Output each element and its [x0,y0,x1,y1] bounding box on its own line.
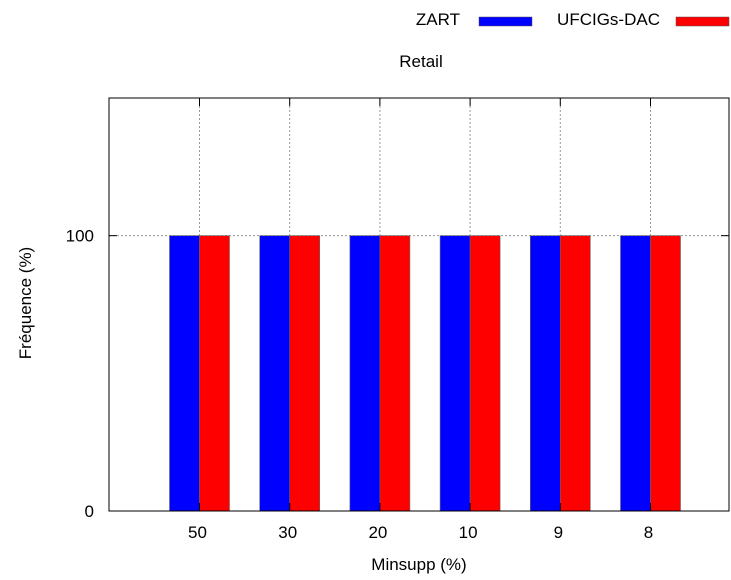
bar-zart-10 [439,235,471,512]
y-tick-label: 100 [66,227,94,246]
bar-ufcigs-dac-50 [199,235,230,512]
x-tick-label: 10 [459,523,478,542]
y-axis-label: Fréquence (%) [16,247,35,359]
bar-ufcigs-dac-20 [379,235,411,512]
x-axis-ticks: 50 30 20 10 9 8 [188,98,653,542]
bar-zart-30 [259,235,291,512]
bar-ufcigs-dac-30 [289,235,321,512]
bar-zart-9 [529,235,561,512]
y-tick-label: 0 [85,502,94,521]
bar-zart-8 [620,235,651,512]
x-tick-label: 8 [644,523,653,542]
legend-swatch-ufcigs-dac [675,16,730,27]
x-tick-label: 50 [188,523,207,542]
legend-swatch-zart [478,16,533,27]
plot-frame [108,97,730,512]
bar-ufcigs-dac-8 [650,235,681,512]
bar-zart-20 [349,235,381,512]
y-axis-ticks: 0 100 [66,227,729,521]
x-tick-label: 30 [278,523,297,542]
bars [169,235,681,512]
bar-zart-50 [169,235,200,512]
x-tick-label: 9 [554,523,563,542]
legend-label-ufcigs-dac: UFCIGs-DAC [557,10,660,29]
x-tick-label: 20 [368,523,387,542]
legend: ZART UFCIGs-DAC [416,10,730,29]
chart-title: Retail [399,52,442,71]
bar-ufcigs-dac-9 [559,235,591,512]
bar-ufcigs-dac-10 [469,235,501,512]
legend-label-zart: ZART [416,10,460,29]
x-axis-label: Minsupp (%) [371,555,466,574]
